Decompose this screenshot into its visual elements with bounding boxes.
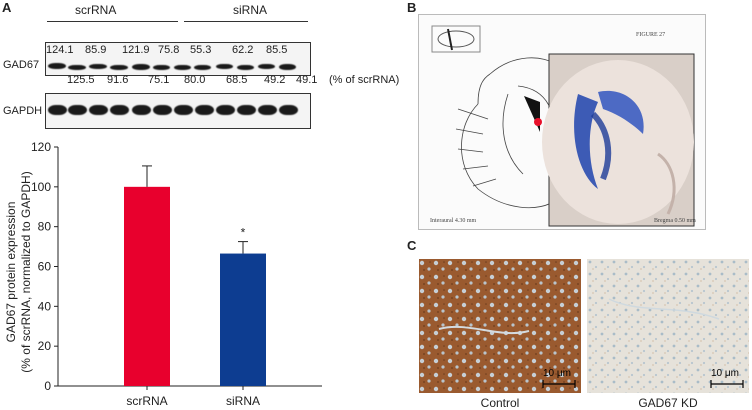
blot-value: 55.3 bbox=[190, 44, 212, 56]
gad67-label: GAD67 bbox=[3, 59, 40, 71]
panel-letter-a: A bbox=[2, 0, 12, 15]
blot-value: 49.2 bbox=[264, 74, 286, 86]
caption-kd: GAD67 KD bbox=[638, 396, 698, 410]
bar-sirna bbox=[220, 253, 266, 386]
y-tick-label: 60 bbox=[38, 260, 52, 274]
blot-value: 75.8 bbox=[158, 44, 180, 56]
histology-images: 10 μm 10 μm bbox=[419, 259, 749, 393]
atlas-interaural: Interaural 4.30 mm bbox=[430, 218, 476, 224]
x-tick-label: scrRNA bbox=[126, 394, 167, 408]
gapdh-blot bbox=[45, 93, 311, 129]
blot-value: 124.1 bbox=[46, 44, 74, 56]
blot-value: 68.5 bbox=[226, 74, 248, 86]
brain-atlas-figure: FIGURE 27 Interaural 4.30 mm Bregma 0.50… bbox=[418, 14, 706, 230]
blot-value: 80.0 bbox=[184, 74, 206, 86]
scale-label-control: 10 μm bbox=[543, 368, 571, 379]
y-tick-label: 20 bbox=[38, 339, 52, 353]
blot-value: 75.1 bbox=[148, 74, 170, 86]
group-line-sirna bbox=[184, 21, 308, 22]
atlas-figure-label: FIGURE 27 bbox=[636, 32, 665, 38]
blot-value: 62.2 bbox=[232, 44, 254, 56]
y-axis-label-sub: (% of scrRNA, normalized to GAPDH) bbox=[19, 171, 33, 372]
y-tick-label: 120 bbox=[31, 140, 51, 154]
bar-scrrna bbox=[124, 186, 170, 386]
injection-photo bbox=[542, 53, 695, 227]
group-label-scrrna: scrRNA bbox=[75, 3, 117, 17]
y-tick-label: 80 bbox=[38, 220, 52, 234]
histology-control: 10 μm bbox=[419, 259, 581, 393]
atlas-thumbnail bbox=[431, 25, 481, 53]
blot-value: 49.1 bbox=[296, 74, 318, 86]
caption-control: Control bbox=[480, 396, 520, 410]
panel-letter-b: B bbox=[407, 0, 417, 15]
y-tick-label: 40 bbox=[38, 299, 52, 313]
y-tick-label: 0 bbox=[44, 379, 51, 393]
x-tick-label: siRNA bbox=[226, 394, 260, 408]
gad67-blot bbox=[45, 42, 311, 76]
panel-letter-c: C bbox=[407, 238, 417, 253]
group-line-scrrna bbox=[47, 21, 178, 22]
gapdh-label: GAPDH bbox=[3, 105, 43, 117]
y-axis-label: GAD67 protein expression bbox=[4, 202, 18, 343]
y-tick-label: 100 bbox=[31, 180, 51, 194]
bar-chart: 0 20 40 60 80 100 120 scrRNA siRNA * GAD67 protei… bbox=[4, 140, 322, 408]
significance-marker: * bbox=[241, 226, 246, 240]
group-label-sirna: siRNA bbox=[233, 3, 268, 17]
injection-site-marker bbox=[534, 118, 542, 126]
blot-value: 125.5 bbox=[67, 74, 95, 86]
unit-note: (% of scrRNA) bbox=[329, 74, 400, 86]
blot-value: 85.5 bbox=[266, 44, 288, 56]
blot-value: 85.9 bbox=[85, 44, 107, 56]
atlas-bregma: Bregma 0.50 mm bbox=[654, 218, 696, 224]
blot-value: 91.6 bbox=[107, 74, 129, 86]
blot-value: 121.9 bbox=[122, 44, 150, 56]
scale-label-kd: 10 μm bbox=[711, 368, 739, 379]
histology-kd: 10 μm bbox=[587, 259, 749, 393]
